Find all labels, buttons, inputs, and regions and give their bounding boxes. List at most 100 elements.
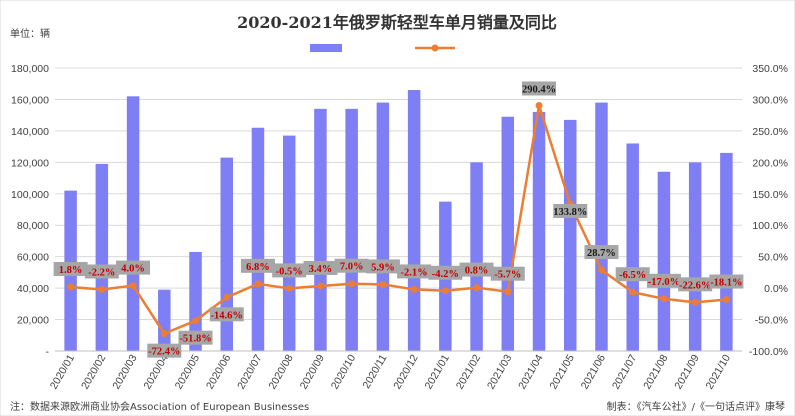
- y-right-tick-label: 250.0%: [752, 126, 788, 138]
- yoy-point: [473, 284, 481, 292]
- data-label-box: [272, 263, 307, 278]
- bar: [501, 116, 515, 351]
- bar: [407, 90, 421, 351]
- data-label-box: [84, 264, 119, 279]
- yoy-point: [160, 330, 168, 338]
- y-right-tick-label: 300.0%: [752, 94, 788, 106]
- y-right-tick-label: 0.0%: [764, 283, 788, 295]
- yoy-point: [629, 288, 637, 296]
- bar: [470, 162, 483, 351]
- data-label-box: [428, 265, 463, 280]
- y-right-tick-label: 350.0%: [752, 63, 788, 75]
- data-label-box: [709, 274, 744, 289]
- data-label-box: [147, 343, 182, 358]
- data-label: 133.8%: [553, 207, 587, 218]
- data-label: -17.0%: [648, 277, 680, 288]
- yoy-point: [129, 282, 137, 290]
- y-left-tick-label: 80,000: [17, 220, 49, 232]
- yoy-point: [98, 285, 106, 293]
- yoy-point: [535, 101, 543, 109]
- data-label-box: [303, 260, 338, 275]
- bar: [189, 251, 202, 351]
- bar: [595, 102, 608, 351]
- bar: [657, 171, 671, 351]
- yoy-point: [67, 283, 75, 291]
- data-label-box: [615, 267, 650, 282]
- data-label: -14.6%: [211, 310, 243, 321]
- bar: [564, 119, 577, 351]
- data-label: -5.7%: [494, 270, 521, 281]
- data-label: 4.0%: [121, 264, 145, 275]
- data-label: -0.5%: [276, 266, 303, 277]
- y-right-tick-label: -100.0%: [749, 346, 788, 358]
- data-label: -51.8%: [179, 334, 211, 345]
- bar: [126, 96, 140, 351]
- bar: [688, 162, 702, 351]
- y-left-tick-label: 120,000: [11, 157, 49, 169]
- data-label: 3.4%: [309, 264, 333, 275]
- y-left-tick-label: 20,000: [17, 315, 49, 327]
- y-right-tick-label: 150.0%: [752, 189, 788, 201]
- y-right-tick-label: -50.0%: [755, 315, 788, 327]
- bar: [282, 135, 296, 351]
- yoy-point: [504, 288, 512, 296]
- data-label: 290.4%: [522, 84, 556, 95]
- y-left-tick-label: 140,000: [11, 126, 49, 138]
- bar: [251, 127, 265, 351]
- y-left-tick-label: 160,000: [11, 94, 49, 106]
- legend: [310, 44, 455, 52]
- bar: [345, 108, 358, 351]
- data-label-box: [397, 264, 432, 279]
- bar: [720, 152, 733, 351]
- data-label-box: [53, 261, 88, 276]
- y-right-tick-label: 50.0%: [758, 252, 788, 264]
- data-label-box: [334, 258, 369, 273]
- data-label: -22.6%: [679, 280, 711, 291]
- data-label: -4.2%: [432, 269, 459, 280]
- data-label: 6.8%: [246, 262, 270, 273]
- yoy-point: [691, 298, 699, 306]
- source-note: 注：数据来源欧洲商业协会Association of European Busi…: [10, 400, 309, 413]
- data-label: 0.8%: [465, 266, 489, 277]
- data-label-box: [584, 245, 619, 260]
- legend-bar-swatch: [310, 44, 342, 52]
- legend-line-marker: [431, 44, 439, 52]
- bar: [376, 102, 390, 351]
- data-label: -2.1%: [401, 267, 428, 278]
- y-right-tick-label: 200.0%: [752, 157, 788, 169]
- data-label-box: [240, 258, 275, 273]
- yoy-point: [223, 293, 231, 301]
- bar: [95, 163, 109, 351]
- data-label: -18.1%: [710, 277, 742, 288]
- data-label: -72.4%: [148, 347, 180, 358]
- y-left-tick-label: 180,000: [11, 63, 49, 75]
- y-left-tick-label: 100,000: [11, 189, 49, 201]
- yoy-point: [441, 287, 449, 295]
- data-label: 1.8%: [59, 265, 83, 276]
- credit-text: 制表：《汽车公社》/《一句话点评》康琴: [607, 400, 785, 413]
- y-right-tick-label: 100.0%: [752, 220, 788, 232]
- y-left-tick-label: 40,000: [17, 283, 49, 295]
- yoy-point: [254, 280, 262, 288]
- label-layer: 1.8% -2.2% 4.0% -72.4% -51.8% -14.6% 6.8% -0.5%…: [53, 81, 744, 358]
- data-label-box: [459, 262, 494, 277]
- bar: [158, 289, 171, 351]
- data-label-box: [178, 330, 213, 345]
- data-label: 28.7%: [587, 248, 616, 259]
- y-left-tick-label: 60,000: [17, 252, 49, 264]
- yoy-point: [410, 285, 418, 293]
- data-label-box: [490, 266, 525, 281]
- bar: [626, 143, 639, 351]
- bar: [220, 157, 233, 351]
- yoy-point: [285, 284, 293, 292]
- yoy-point: [348, 280, 356, 288]
- yoy-point: [192, 317, 200, 325]
- data-label-box: [522, 81, 557, 96]
- data-label-box: [116, 260, 151, 275]
- yoy-point: [660, 295, 668, 303]
- data-label-box: [678, 277, 713, 292]
- yoy-point: [722, 295, 730, 303]
- data-label-box: [553, 203, 588, 218]
